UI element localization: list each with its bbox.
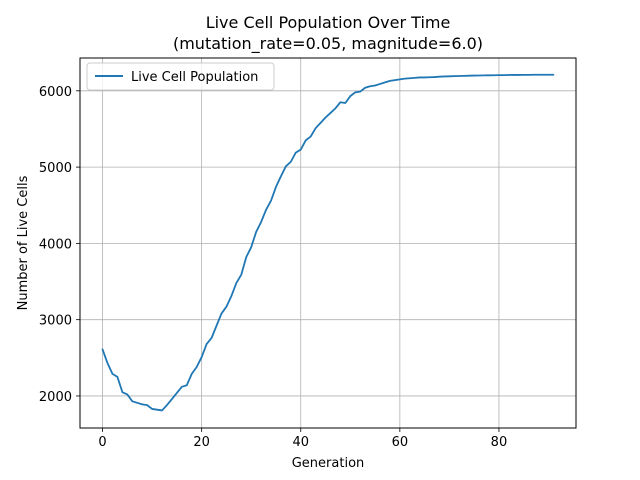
y-tick-label: 3000 [39,314,72,329]
legend: Live Cell Population [86,62,275,91]
y-tick-label: 6000 [39,85,72,100]
series-line-live-cell-population [101,73,555,412]
y-tick-label: 2000 [39,390,72,405]
series-lines [101,73,555,412]
legend-box [86,62,275,91]
y-tick-label: 4000 [39,237,72,252]
x-tick-label: 80 [491,435,508,450]
x-tick-label: 20 [193,435,210,450]
y-axis-label: Number of Live Cells [16,175,31,310]
y-tick-label: 5000 [39,161,72,176]
chart-subtitle: (mutation_rate=0.05, magnitude=6.0) [173,34,483,54]
grid-lines [80,58,576,428]
x-tick-label: 60 [392,435,409,450]
axis-ticks: 0 20 40 60 80 2000 3000 4000 5000 6000 [39,85,507,450]
x-axis-label: Generation [292,456,365,471]
chart-title: Live Cell Population Over Time [206,13,451,32]
x-tick-label: 40 [292,435,309,450]
x-tick-label: 0 [98,435,106,450]
legend-label-live-cell-population: Live Cell Population [131,70,258,85]
